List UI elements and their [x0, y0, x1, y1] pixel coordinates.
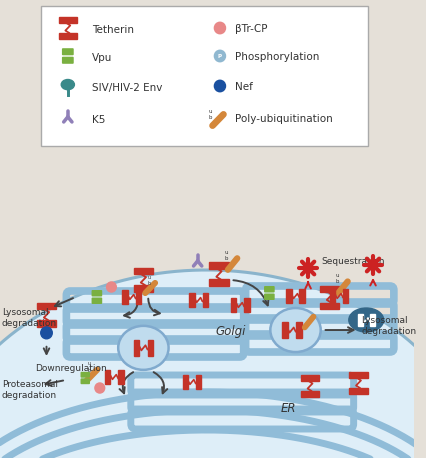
- Bar: [202, 293, 207, 307]
- Bar: [59, 17, 77, 23]
- Bar: [281, 322, 287, 338]
- Text: Nef: Nef: [235, 82, 253, 92]
- Bar: [299, 289, 304, 303]
- FancyBboxPatch shape: [62, 57, 74, 64]
- Text: b: b: [208, 115, 211, 120]
- Bar: [295, 322, 301, 338]
- Text: Lysosomal
degradation: Lysosomal degradation: [360, 316, 415, 336]
- Ellipse shape: [118, 326, 168, 370]
- Text: Poly-ubiquitination: Poly-ubiquitination: [235, 114, 332, 124]
- Text: P: P: [217, 54, 222, 59]
- Text: Lysosomal
degradation: Lysosomal degradation: [2, 308, 57, 328]
- Text: u: u: [224, 250, 228, 255]
- Bar: [133, 268, 153, 274]
- Bar: [244, 298, 249, 312]
- Text: u: u: [87, 361, 90, 366]
- Bar: [285, 289, 291, 303]
- Text: Vpu: Vpu: [92, 53, 112, 63]
- Bar: [300, 375, 318, 381]
- Text: K5: K5: [92, 115, 105, 125]
- FancyBboxPatch shape: [263, 294, 274, 300]
- Bar: [189, 293, 194, 307]
- FancyBboxPatch shape: [81, 372, 90, 378]
- Circle shape: [214, 22, 225, 34]
- FancyBboxPatch shape: [91, 298, 102, 304]
- Bar: [147, 340, 153, 355]
- Text: ER: ER: [280, 402, 296, 414]
- Circle shape: [95, 383, 104, 393]
- Bar: [348, 372, 367, 378]
- Ellipse shape: [348, 308, 383, 332]
- Bar: [118, 370, 124, 384]
- Bar: [59, 33, 77, 39]
- Bar: [369, 314, 374, 327]
- Bar: [230, 298, 236, 312]
- FancyBboxPatch shape: [40, 6, 367, 146]
- Bar: [37, 303, 56, 310]
- Text: SIV/HIV-2 Env: SIV/HIV-2 Env: [92, 83, 162, 93]
- Bar: [319, 285, 338, 292]
- Bar: [300, 391, 318, 397]
- Text: βTr-CP: βTr-CP: [235, 24, 268, 34]
- Bar: [342, 289, 348, 303]
- Bar: [37, 320, 56, 327]
- Text: Proteasomal
degradation: Proteasomal degradation: [2, 380, 58, 400]
- Text: Downregulation: Downregulation: [35, 365, 106, 373]
- Circle shape: [40, 327, 52, 339]
- Bar: [135, 290, 141, 304]
- Text: b: b: [147, 281, 150, 286]
- Bar: [133, 340, 139, 355]
- Bar: [357, 314, 362, 327]
- Bar: [348, 388, 367, 394]
- Text: u: u: [147, 275, 150, 280]
- Ellipse shape: [270, 308, 320, 352]
- Text: Phosphorylation: Phosphorylation: [235, 52, 319, 62]
- Text: u: u: [208, 109, 211, 114]
- Bar: [195, 375, 201, 389]
- Text: Tetherin: Tetherin: [92, 25, 134, 35]
- FancyBboxPatch shape: [263, 286, 274, 293]
- Text: b: b: [334, 279, 338, 284]
- Text: b: b: [87, 368, 90, 373]
- Polygon shape: [0, 270, 426, 458]
- Text: Golgi: Golgi: [215, 326, 245, 338]
- Bar: [319, 303, 338, 309]
- Circle shape: [214, 80, 225, 92]
- FancyBboxPatch shape: [81, 378, 90, 384]
- Bar: [122, 290, 128, 304]
- Bar: [329, 289, 334, 303]
- Ellipse shape: [61, 80, 74, 90]
- Bar: [209, 279, 228, 286]
- Text: b: b: [224, 256, 228, 261]
- Bar: [105, 370, 110, 384]
- FancyBboxPatch shape: [91, 290, 102, 296]
- FancyBboxPatch shape: [62, 48, 74, 55]
- Circle shape: [214, 50, 225, 62]
- Circle shape: [106, 282, 116, 292]
- Bar: [182, 375, 187, 389]
- Bar: [209, 262, 228, 269]
- Text: u: u: [334, 273, 338, 278]
- Bar: [133, 285, 153, 292]
- Text: Sequestration: Sequestration: [321, 257, 384, 267]
